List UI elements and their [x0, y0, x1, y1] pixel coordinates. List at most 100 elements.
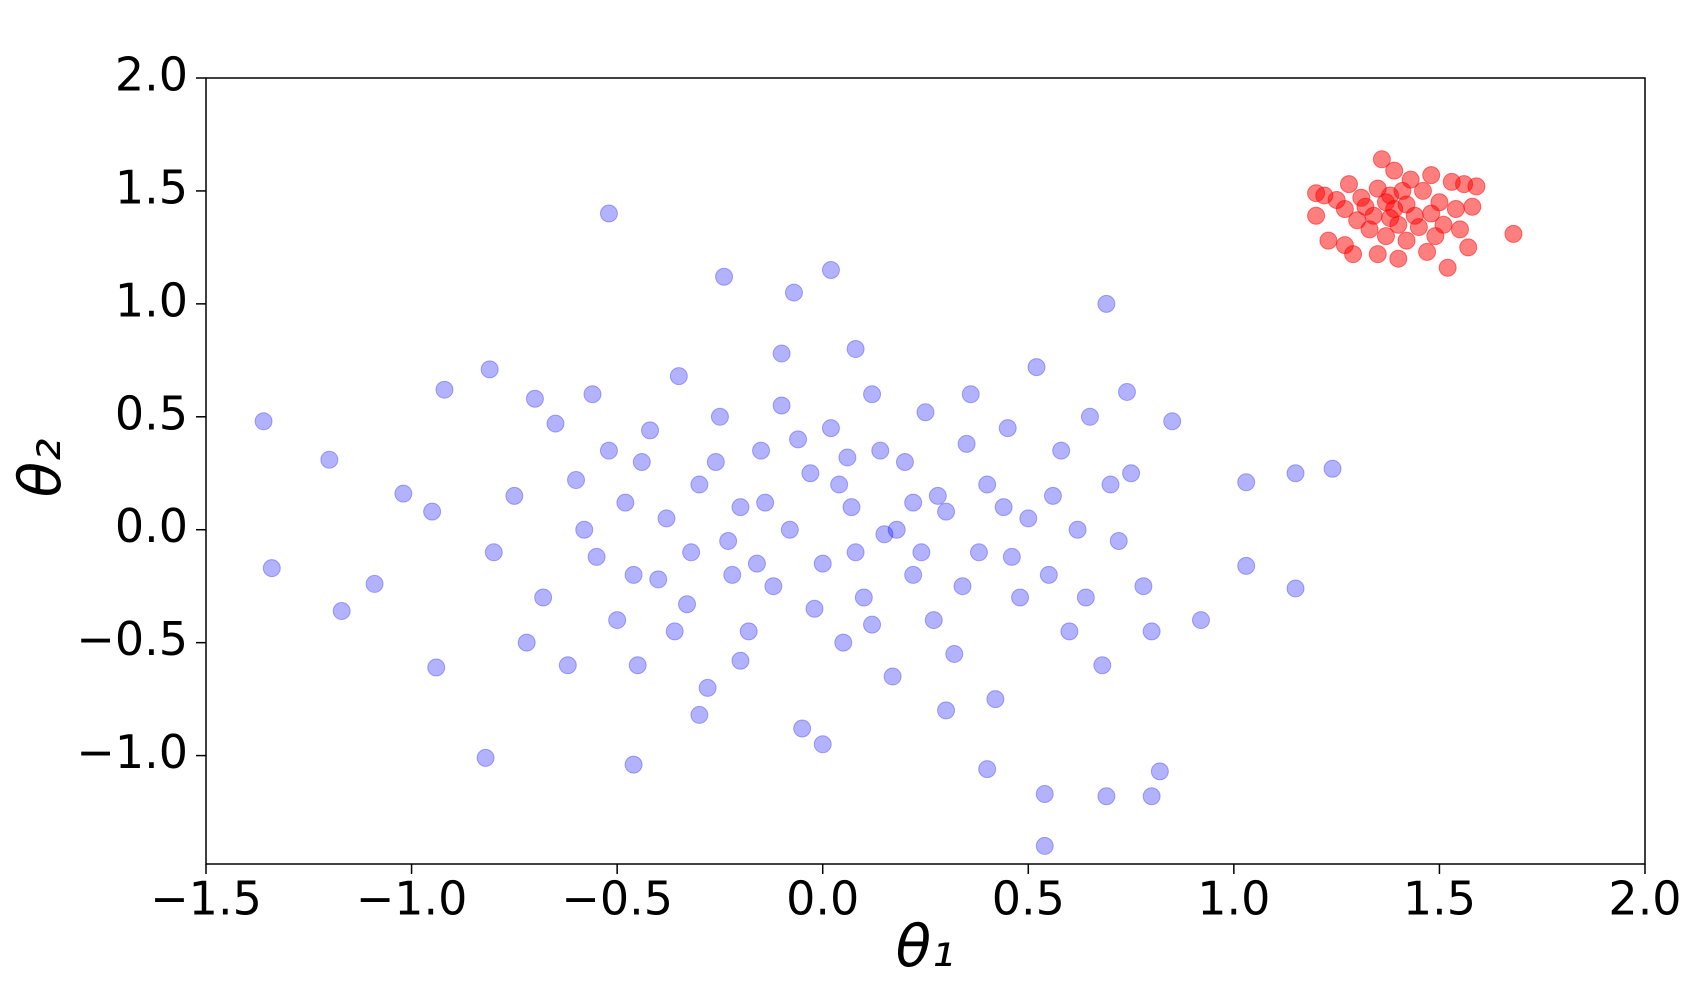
scatter-point	[715, 267, 734, 286]
scatter-point	[1422, 166, 1441, 185]
scatter-point	[924, 611, 943, 630]
scatter-point	[1376, 227, 1395, 246]
scatter-point	[1467, 177, 1486, 196]
scatter-point	[998, 419, 1017, 438]
scatter-point	[793, 719, 812, 738]
scatter-point	[624, 565, 643, 584]
scatter-point	[608, 611, 627, 630]
scatter-point	[320, 450, 339, 469]
x-tick-label: −0.5	[561, 872, 673, 926]
scatter-point	[871, 441, 890, 460]
scatter-point	[332, 602, 351, 621]
scatter-point	[875, 525, 894, 544]
scatter-point	[1142, 622, 1161, 641]
scatter-point	[1097, 294, 1116, 313]
scatter-point	[945, 644, 964, 663]
x-axis-label: θ₁	[896, 912, 955, 980]
x-tick-label: 0.5	[992, 872, 1065, 926]
scatter-point	[427, 658, 446, 677]
scatter-point	[784, 283, 803, 302]
scatter-point	[534, 588, 553, 607]
scatter-point	[394, 484, 413, 503]
scatter-point	[772, 396, 791, 415]
scatter-point	[678, 595, 697, 614]
scatter-point	[706, 452, 725, 471]
scatter-point	[1339, 175, 1358, 194]
scatter-point	[813, 554, 832, 573]
scatter-point	[834, 633, 853, 652]
scatter-point	[1348, 211, 1367, 230]
scatter-point	[1093, 656, 1112, 675]
scatter-point	[1101, 475, 1120, 494]
scatter-point	[1019, 509, 1038, 528]
scatter-point	[546, 414, 565, 433]
scatter-point	[928, 486, 947, 505]
scatter-point	[1080, 407, 1099, 426]
scatter-point	[1035, 836, 1054, 855]
scatter-point	[1286, 579, 1305, 598]
scatter-point	[1039, 565, 1058, 584]
scatter-point	[423, 502, 442, 521]
x-tick-label: −1.0	[356, 872, 468, 926]
scatter-point	[1344, 245, 1363, 264]
scatter-point	[961, 385, 980, 404]
scatter-point	[599, 441, 618, 460]
scatter-point	[1372, 150, 1391, 169]
scatter-point	[1413, 181, 1432, 200]
x-tick-label: −1.5	[150, 872, 262, 926]
scatter-point	[813, 735, 832, 754]
scatter-point	[365, 574, 384, 593]
scatter-point	[583, 385, 602, 404]
scatter-point	[254, 412, 273, 431]
scatter-point	[957, 434, 976, 453]
scatter-point	[505, 486, 524, 505]
y-axis-label: θ₂	[6, 439, 74, 498]
scatter-point	[665, 622, 684, 641]
scatter-point	[1335, 200, 1354, 218]
scatter-point	[969, 543, 988, 562]
scatter-point	[1418, 242, 1437, 261]
scatter-point	[986, 690, 1005, 709]
scatter-point	[1463, 197, 1482, 216]
scatter-point	[1097, 787, 1116, 806]
scatter-point	[1163, 412, 1182, 431]
scatter-point	[1323, 459, 1342, 478]
scatter-point	[657, 509, 676, 528]
scatter-point	[883, 667, 902, 686]
scatter-point	[756, 493, 775, 512]
scatter-point	[698, 678, 717, 697]
scatter-point	[838, 448, 857, 467]
scatter-point	[912, 543, 931, 562]
scatter-point	[1237, 556, 1256, 575]
scatter-point	[805, 599, 824, 618]
y-tick-label: 0.0	[115, 499, 188, 553]
scatter-point	[719, 532, 738, 551]
scatter-point	[1191, 611, 1210, 630]
scatter-point	[1385, 161, 1404, 180]
scatter-point	[937, 502, 956, 521]
scatter-point	[789, 430, 808, 449]
scatter-point	[752, 441, 771, 460]
scatter-point	[599, 204, 618, 223]
scatter-point	[1319, 231, 1338, 250]
scatter-point	[632, 452, 651, 471]
scatter-point	[1446, 200, 1465, 218]
scatter-point	[739, 622, 758, 641]
scatter-point	[1117, 382, 1136, 401]
scatter-point	[1459, 238, 1478, 257]
scatter-point	[690, 705, 709, 724]
y-tick-label: 1.0	[115, 273, 188, 327]
scatter-point	[1011, 588, 1030, 607]
scatter-point	[821, 260, 840, 279]
scatter-point	[731, 651, 750, 670]
scatter-point	[567, 471, 586, 490]
scatter-point	[994, 498, 1013, 517]
scatter-point	[1237, 473, 1256, 492]
x-tick-label: 2.0	[1608, 872, 1681, 926]
scatter-point	[1002, 547, 1021, 566]
scatter-point	[863, 385, 882, 404]
scatter-point	[821, 419, 840, 438]
x-tick-label: 1.0	[1197, 872, 1270, 926]
scatter-point	[517, 633, 536, 652]
